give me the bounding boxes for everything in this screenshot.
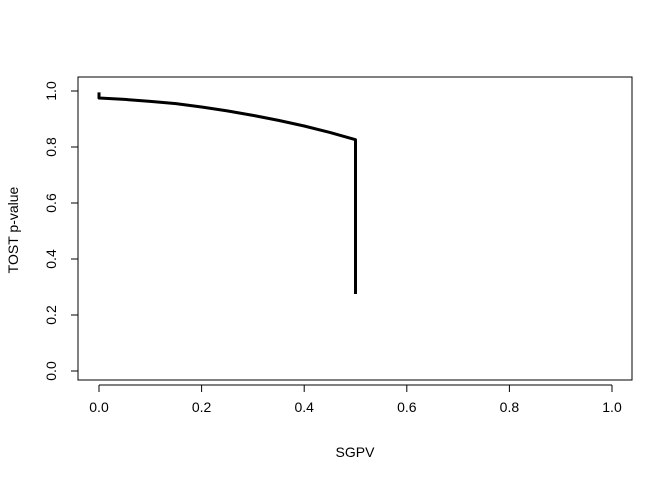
x-tick-label: 0.0: [89, 399, 109, 415]
x-tick-label: 1.0: [602, 399, 622, 415]
y-tick-label: 0.4: [43, 249, 59, 269]
y-tick-label: 1.0: [43, 81, 59, 101]
x-tick-label: 0.8: [500, 399, 520, 415]
series-group: [97, 92, 357, 294]
y-tick-label: 0.6: [43, 193, 59, 213]
x-tick-label: 0.4: [294, 399, 314, 415]
x-axis-label: SGPV: [336, 444, 376, 460]
y-axis-label: TOST p-value: [5, 186, 21, 273]
y-tick-label: 0.2: [43, 305, 59, 325]
y-tick-label: 0.8: [43, 137, 59, 157]
x-axis: 0.0 0.2 0.4 0.6 0.8 1.0: [89, 384, 622, 415]
y-axis: 0.0 0.2 0.4 0.6 0.8 1.0: [43, 81, 79, 381]
x-tick-label: 0.2: [192, 399, 212, 415]
series-line: [97, 92, 357, 294]
x-tick-label: 0.6: [397, 399, 417, 415]
y-tick-label: 0.0: [43, 361, 59, 381]
